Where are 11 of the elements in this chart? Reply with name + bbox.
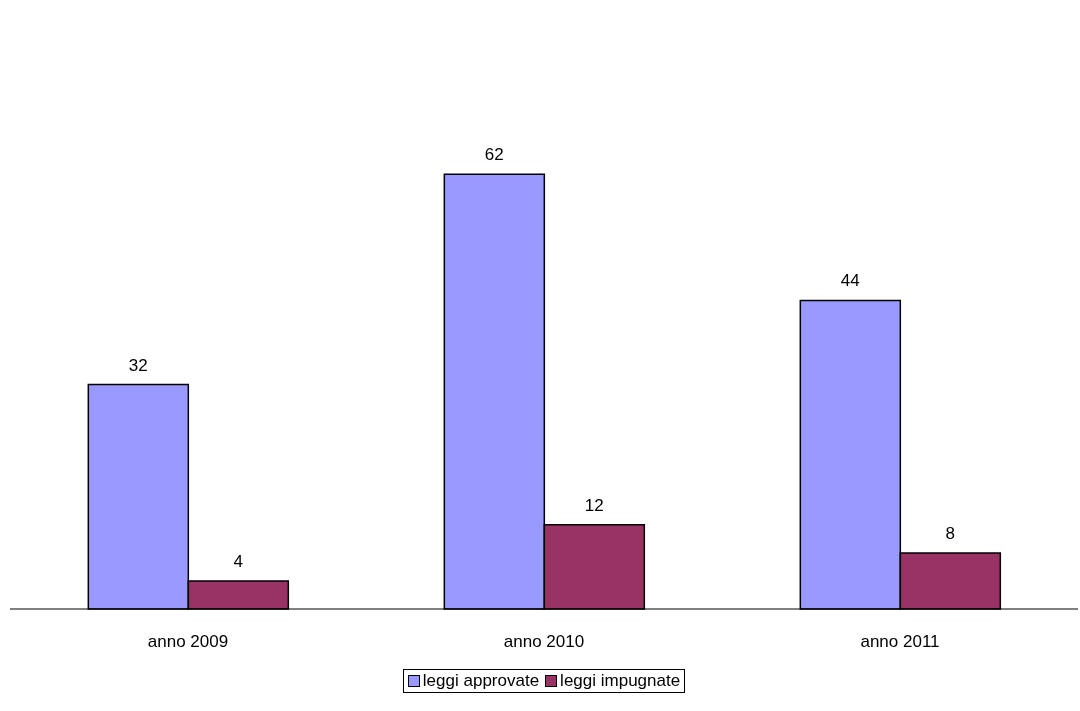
data-label: 32 [128,355,148,375]
x-tick-label: anno 2010 [503,632,585,652]
data-label: 4 [233,551,244,571]
legend-label: leggi approvate [421,671,540,691]
data-label: 44 [840,271,860,291]
data-label: 62 [484,145,504,165]
data-label: 12 [584,495,604,515]
data-label: 8 [945,523,956,543]
x-tick-label: anno 2009 [147,632,229,652]
x-tick-label: anno 2011 [860,632,940,652]
legend-label: leggi impugnate [559,671,681,691]
